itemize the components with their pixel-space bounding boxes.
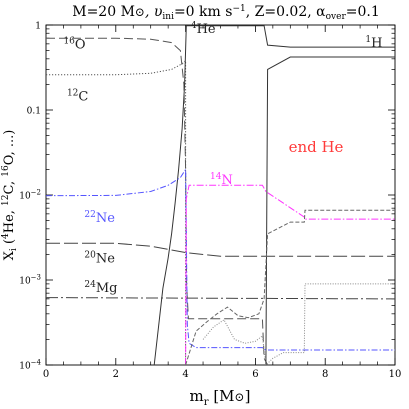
label-layer: 16O 12C 4He 1H 14N 22Ne 20Ne 24Mg bbox=[63, 21, 382, 296]
series-line-4He bbox=[153, 25, 395, 366]
label-20Ne: 20Ne bbox=[84, 251, 115, 267]
chart-title: M=20 M⊙, υini=0 km s−1, Z=0.02, αover=0.… bbox=[72, 4, 380, 22]
label-16O: 16O bbox=[63, 36, 85, 52]
series-line-unlabeled-8 bbox=[185, 209, 395, 366]
x-tick-label: 4 bbox=[182, 369, 188, 380]
label-12C: 12C bbox=[67, 88, 88, 104]
series-line-22Ne bbox=[45, 167, 395, 351]
y-tick-label: 1 bbox=[35, 22, 41, 32]
y-tick-label: 0.1 bbox=[27, 107, 41, 117]
y-axis-label: Xi (4He, 12C, 16O, ...) bbox=[1, 130, 19, 261]
series-layer bbox=[45, 25, 396, 367]
x-tick-label: 10 bbox=[389, 369, 402, 380]
plot-frame bbox=[45, 24, 396, 366]
x-tick-label: 8 bbox=[322, 369, 328, 380]
series-line-1H bbox=[265, 56, 395, 366]
y-tick-label: 10−2 bbox=[19, 189, 41, 202]
label-22Ne: 22Ne bbox=[84, 210, 115, 226]
x-tick-label: 0 bbox=[43, 369, 49, 380]
series-line-20Ne bbox=[46, 242, 395, 257]
series-line-16O bbox=[46, 37, 269, 366]
label-24Mg: 24Mg bbox=[84, 280, 117, 296]
axis-ticks: 0 2 4 6 8 10 1 0.1 10−2 10−3 10−4 bbox=[19, 22, 401, 381]
series-line-12C bbox=[46, 59, 187, 365]
label-14N: 14N bbox=[210, 172, 233, 188]
label-1H: 1H bbox=[365, 35, 382, 51]
x-tick-label: 2 bbox=[113, 369, 119, 380]
label-4He: 4He bbox=[191, 21, 216, 37]
y-tick-label: 10−3 bbox=[19, 274, 41, 287]
x-axis-label: mr [M⊙] bbox=[190, 387, 251, 408]
series-line-24Mg bbox=[45, 297, 396, 300]
end-he-annotation: end He bbox=[289, 138, 344, 156]
x-tick-label: 6 bbox=[252, 369, 258, 380]
series-line-unlabeled-9 bbox=[202, 283, 395, 367]
series-line-14N bbox=[185, 184, 395, 366]
y-tick-label: 10−4 bbox=[19, 359, 41, 372]
